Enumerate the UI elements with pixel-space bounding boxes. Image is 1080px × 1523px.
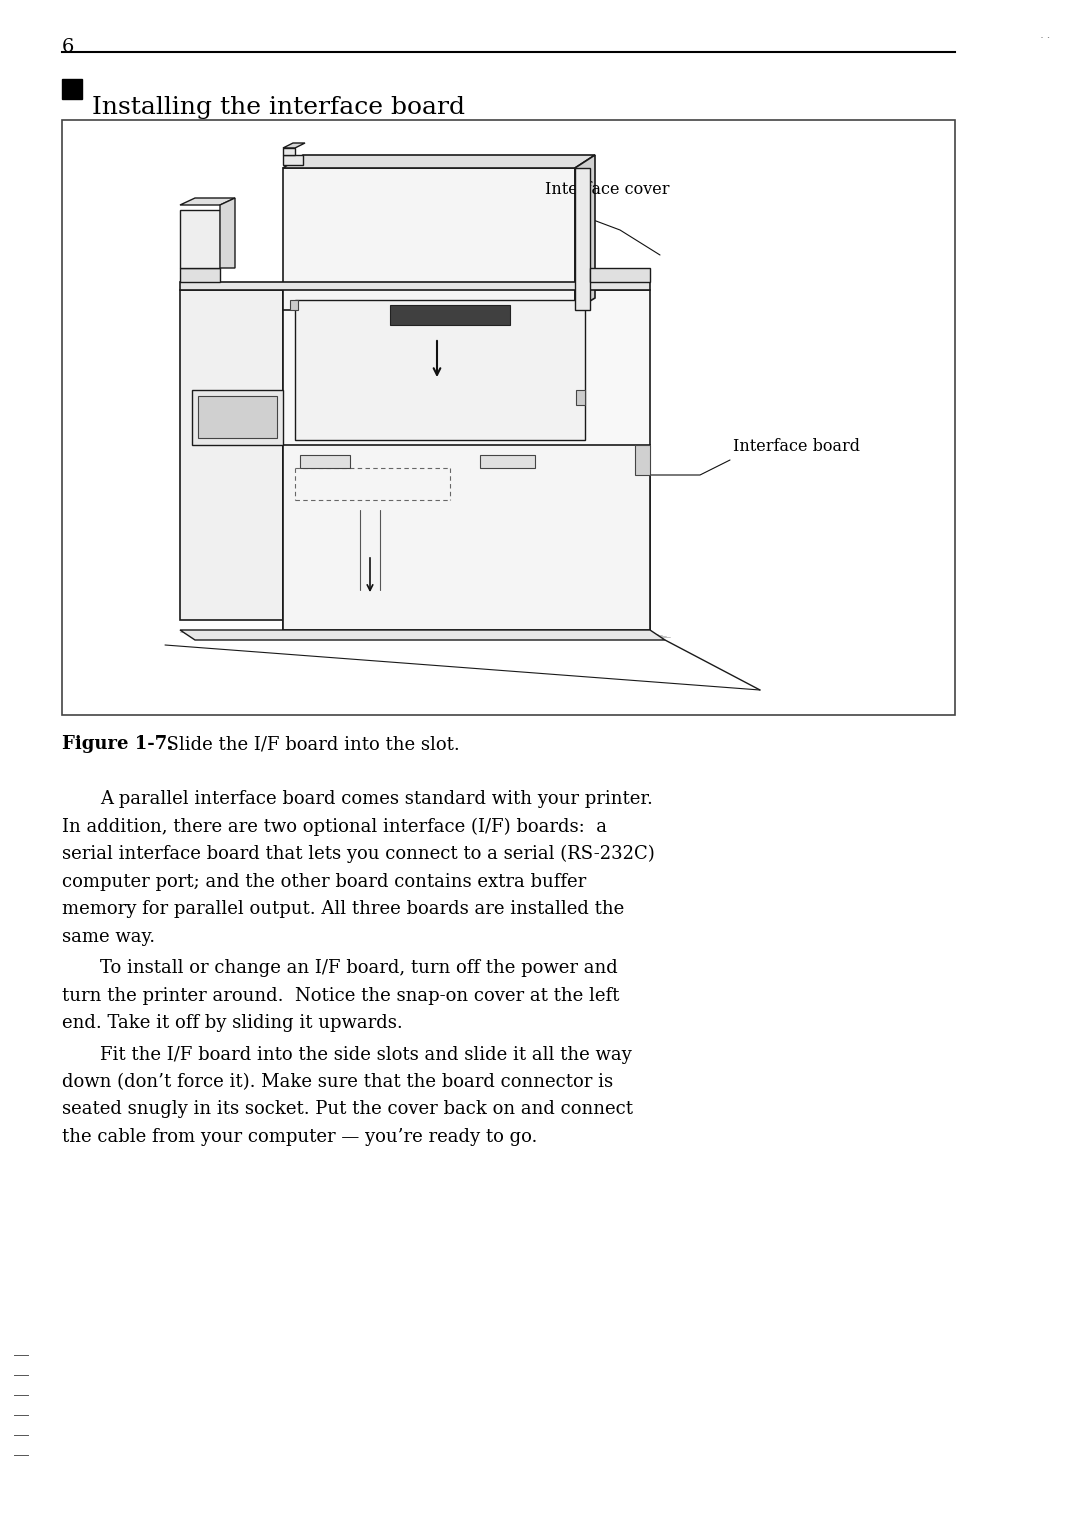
Polygon shape <box>590 268 650 282</box>
Polygon shape <box>180 198 235 206</box>
Polygon shape <box>300 455 350 468</box>
Polygon shape <box>180 631 665 640</box>
Text: . .: . . <box>1040 27 1051 41</box>
Polygon shape <box>291 300 298 311</box>
Text: turn the printer around.  Notice the snap-on cover at the left: turn the printer around. Notice the snap… <box>62 987 619 1005</box>
Polygon shape <box>283 155 595 168</box>
Polygon shape <box>575 155 595 311</box>
Polygon shape <box>283 148 295 155</box>
Polygon shape <box>576 390 585 405</box>
Text: Installing the interface board: Installing the interface board <box>92 96 465 119</box>
Text: 6: 6 <box>62 38 75 56</box>
Polygon shape <box>283 143 305 148</box>
Text: same way.: same way. <box>62 928 156 946</box>
Text: end. Take it off by sliding it upwards.: end. Take it off by sliding it upwards. <box>62 1014 403 1033</box>
Text: To install or change an I/F board, turn off the power and: To install or change an I/F board, turn … <box>100 959 618 976</box>
Polygon shape <box>575 168 590 311</box>
Polygon shape <box>180 289 283 620</box>
Polygon shape <box>283 168 575 311</box>
Polygon shape <box>180 268 220 282</box>
Text: computer port; and the other board contains extra buffer: computer port; and the other board conta… <box>62 873 586 891</box>
Text: Interface board: Interface board <box>733 439 860 455</box>
Text: Fit the I/F board into the side slots and slide it all the way: Fit the I/F board into the side slots an… <box>100 1045 632 1063</box>
Polygon shape <box>192 390 283 445</box>
Text: the cable from your computer — you’re ready to go.: the cable from your computer — you’re re… <box>62 1129 538 1145</box>
Bar <box>62 79 82 99</box>
Polygon shape <box>480 455 535 468</box>
Text: memory for parallel output. All three boards are installed the: memory for parallel output. All three bo… <box>62 900 624 918</box>
Polygon shape <box>198 396 276 439</box>
Polygon shape <box>180 282 650 289</box>
Polygon shape <box>283 445 650 631</box>
Text: serial interface board that lets you connect to a serial (RS-232C): serial interface board that lets you con… <box>62 845 654 864</box>
Polygon shape <box>283 289 650 631</box>
Polygon shape <box>283 155 303 164</box>
Polygon shape <box>295 300 585 440</box>
Polygon shape <box>180 210 220 268</box>
Polygon shape <box>635 445 650 475</box>
Text: A parallel interface board comes standard with your printer.: A parallel interface board comes standar… <box>100 790 653 809</box>
Text: Figure 1-7.: Figure 1-7. <box>62 736 174 752</box>
Text: seated snugly in its socket. Put the cover back on and connect: seated snugly in its socket. Put the cov… <box>62 1101 633 1118</box>
Text: Slide the I/F board into the slot.: Slide the I/F board into the slot. <box>156 736 460 752</box>
Bar <box>62 120 955 714</box>
Text: down (don’t force it). Make sure that the board connector is: down (don’t force it). Make sure that th… <box>62 1074 613 1090</box>
Text: In addition, there are two optional interface (I/F) boards:  a: In addition, there are two optional inte… <box>62 818 607 836</box>
Polygon shape <box>390 305 510 324</box>
Text: Interface cover: Interface cover <box>545 181 670 198</box>
Polygon shape <box>220 198 235 268</box>
